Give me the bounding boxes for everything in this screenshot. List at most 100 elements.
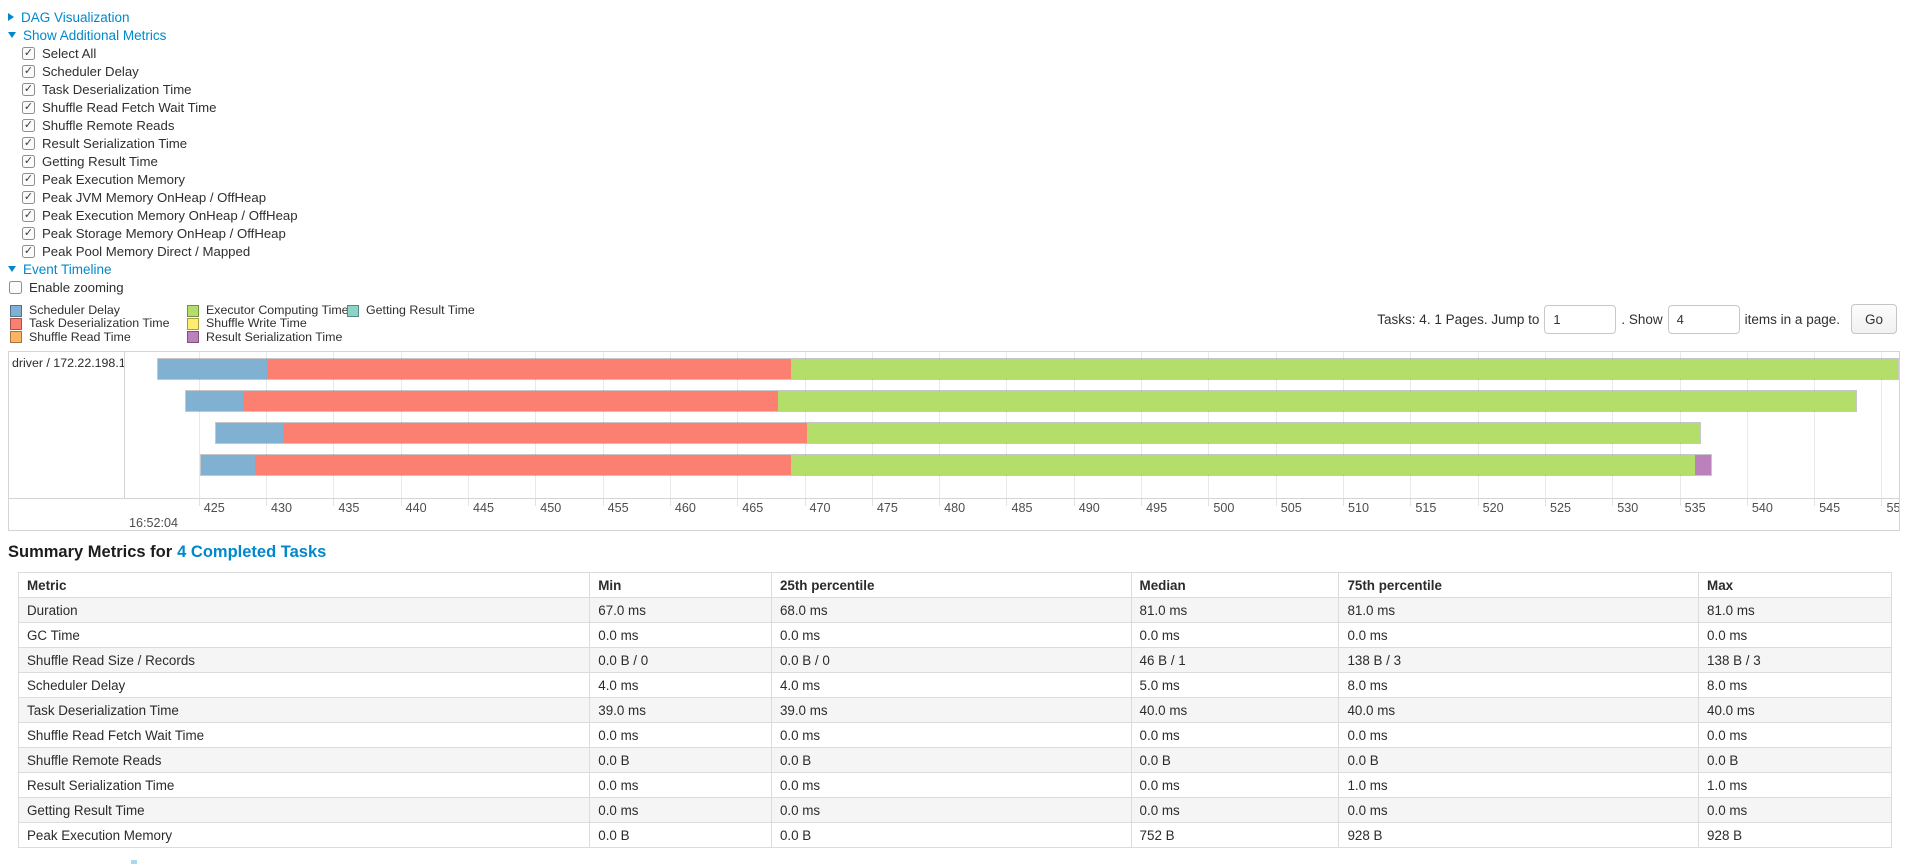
timeline-axis: 16:52:04 425 430 435 440 445 450 455 460 465 470 4… — [9, 498, 1899, 530]
metric-checkbox-item[interactable]: ✓ Peak Execution Memory OnHeap / OffHeap — [22, 206, 1907, 224]
axis-tick-label: 455 — [607, 501, 629, 516]
axis-tick — [266, 499, 267, 507]
dag-visualization-label[interactable]: DAG Visualization — [21, 9, 130, 25]
checkbox-checked-icon[interactable]: ✓ — [22, 82, 35, 96]
expanded-arrow-icon — [8, 266, 16, 272]
metric-checkbox-item[interactable]: ✓ Scheduler Delay — [22, 62, 1907, 80]
checkbox-unchecked-icon[interactable]: ✓ — [9, 280, 22, 294]
legend-swatch-icon — [187, 304, 199, 317]
task-timeline-bar[interactable] — [185, 390, 1858, 413]
metric-value-cell: 0.0 B — [1338, 747, 1700, 774]
axis-tick — [1006, 499, 1008, 507]
checkbox-checked-icon[interactable]: ✓ — [22, 64, 35, 78]
axis-tick-label: 540 — [1751, 501, 1773, 516]
legend-label: Scheduler Delay — [29, 303, 120, 317]
metric-name-cell: Duration — [17, 597, 591, 624]
axis-tick-label: 490 — [1078, 501, 1100, 516]
additional-metrics-toggle[interactable]: Show Additional Metrics — [8, 26, 1907, 44]
task-timeline-bar[interactable] — [156, 358, 1899, 381]
task-timeline-bar[interactable] — [200, 454, 1712, 477]
enable-zooming-row[interactable]: ✓ Enable zooming — [8, 278, 1907, 296]
axis-tick-label: 535 — [1684, 501, 1706, 516]
axis-tick-label: 435 — [338, 501, 360, 516]
completed-tasks-link[interactable]: 4 Completed Tasks — [177, 543, 327, 562]
clipped-next-section-artifact — [131, 860, 137, 864]
axis-tick-label: 460 — [674, 501, 696, 516]
metric-checkbox-item[interactable]: ✓ Select All — [22, 44, 1907, 62]
axis-tick-label: 470 — [809, 501, 831, 516]
axis-gridline — [198, 352, 200, 499]
metric-value-cell: 39.0 ms — [589, 697, 772, 724]
legend-label: Result Serialization Time — [206, 329, 343, 344]
metric-checkbox-label: Scheduler Delay — [42, 63, 139, 79]
event-timeline-chart[interactable]: driver / 172.22.198.104 16:52:04 425 430 4… — [8, 351, 1900, 532]
table-column-header: Median — [1130, 572, 1340, 599]
metric-value-cell: 8.0 ms — [1338, 672, 1700, 699]
event-timeline-label[interactable]: Event Timeline — [23, 261, 112, 277]
timeline-plot-area[interactable] — [126, 352, 1899, 499]
legend-swatch-icon — [187, 317, 199, 330]
metric-checkbox-item[interactable]: ✓ Task Deserialization Time — [22, 80, 1907, 98]
checkbox-checked-icon[interactable]: ✓ — [22, 118, 35, 132]
checkbox-checked-icon[interactable]: ✓ — [22, 226, 35, 240]
metrics-checkbox-list: ✓ Select All ✓ Scheduler Delay ✓ Task Deseria… — [8, 44, 1907, 260]
metric-checkbox-item[interactable]: ✓ Peak Storage Memory OnHeap / OffHeap — [22, 224, 1907, 242]
checkbox-checked-icon[interactable]: ✓ — [22, 100, 35, 114]
metric-checkbox-label: Task Deserialization Time — [42, 81, 192, 97]
metric-name-cell: Peak Execution Memory — [17, 822, 591, 849]
jump-to-page-input[interactable] — [1544, 304, 1617, 334]
axis-tick — [467, 499, 469, 507]
go-button[interactable]: Go — [1850, 304, 1897, 334]
checkbox-checked-icon[interactable]: ✓ — [22, 172, 35, 186]
metric-checkbox-label: Getting Result Time — [42, 153, 158, 169]
axis-tick — [1679, 499, 1681, 507]
metric-value-cell: 0.0 B — [1130, 747, 1340, 774]
metric-checkbox-label: Shuffle Remote Reads — [42, 117, 175, 133]
metric-value-cell: 0.0 B — [589, 747, 772, 774]
items-per-page-input[interactable] — [1667, 304, 1740, 334]
metric-value-cell: 0.0 ms — [1130, 772, 1340, 799]
checkbox-checked-icon[interactable]: ✓ — [22, 208, 35, 222]
checkbox-checked-icon[interactable]: ✓ — [22, 154, 35, 168]
table-row: GC Time 0.0 ms 0.0 ms 0.0 ms 0.0 ms 0.0 ms — [17, 622, 1892, 649]
axis-tick-label: 445 — [472, 501, 494, 516]
table-row: Shuffle Read Size / Records 0.0 B / 0 0.0 … — [17, 647, 1892, 674]
metric-checkbox-item[interactable]: ✓ Getting Result Time — [22, 152, 1907, 170]
axis-tick — [1410, 499, 1412, 507]
metric-checkbox-item[interactable]: ✓ Shuffle Remote Reads — [22, 116, 1907, 134]
metric-checkbox-item[interactable]: ✓ Result Serialization Time — [22, 134, 1907, 152]
axis-gridline — [1881, 352, 1883, 499]
dag-visualization-toggle[interactable]: DAG Visualization — [8, 8, 1907, 26]
pagination-suffix-text: items in a page. — [1744, 311, 1840, 327]
legend-label: Shuffle Read Time — [29, 329, 131, 344]
table-column-header: 75th percentile — [1338, 572, 1700, 599]
metric-name-cell: Result Serialization Time — [17, 772, 591, 799]
checkbox-checked-icon[interactable]: ✓ — [22, 46, 35, 60]
metric-value-cell: 46 B / 1 — [1130, 647, 1340, 674]
checkbox-checked-icon[interactable]: ✓ — [22, 244, 35, 258]
metric-checkbox-item[interactable]: ✓ Peak Pool Memory Direct / Mapped — [22, 242, 1907, 260]
metric-value-cell: 0.0 ms — [589, 772, 772, 799]
metric-value-cell: 0.0 B / 0 — [589, 647, 772, 674]
axis-tick — [669, 499, 671, 507]
event-timeline-toggle[interactable]: Event Timeline — [8, 260, 1907, 278]
table-column-header: Metric — [17, 572, 591, 599]
table-column-header: Max — [1698, 572, 1892, 599]
metric-name-cell: Shuffle Read Fetch Wait Time — [17, 722, 591, 749]
metric-checkbox-item[interactable]: ✓ Peak Execution Memory — [22, 170, 1907, 188]
timeline-legend: Scheduler Delay Task Deserialization Time… — [10, 303, 475, 344]
summary-metrics-table-wrap: Metric Min 25th percentile Median 75th perce… — [17, 572, 1892, 849]
table-row: Task Deserialization Time 39.0 ms 39.0 ms 4… — [17, 697, 1892, 724]
metric-checkbox-item[interactable]: ✓ Shuffle Read Fetch Wait Time — [22, 98, 1907, 116]
axis-tick-label: 505 — [1280, 501, 1302, 516]
axis-tick — [1612, 499, 1614, 507]
metric-name-cell: GC Time — [17, 622, 591, 649]
metric-value-cell: 0.0 ms — [1338, 722, 1700, 749]
additional-metrics-label[interactable]: Show Additional Metrics — [23, 27, 167, 43]
checkbox-checked-icon[interactable]: ✓ — [22, 190, 35, 204]
axis-tick-label: 480 — [944, 501, 966, 516]
task-timeline-bar[interactable] — [214, 422, 1702, 445]
metric-checkbox-item[interactable]: ✓ Peak JVM Memory OnHeap / OffHeap — [22, 188, 1907, 206]
checkbox-checked-icon[interactable]: ✓ — [22, 136, 35, 150]
table-row: Shuffle Remote Reads 0.0 B 0.0 B 0.0 B 0.0 B… — [17, 747, 1892, 774]
